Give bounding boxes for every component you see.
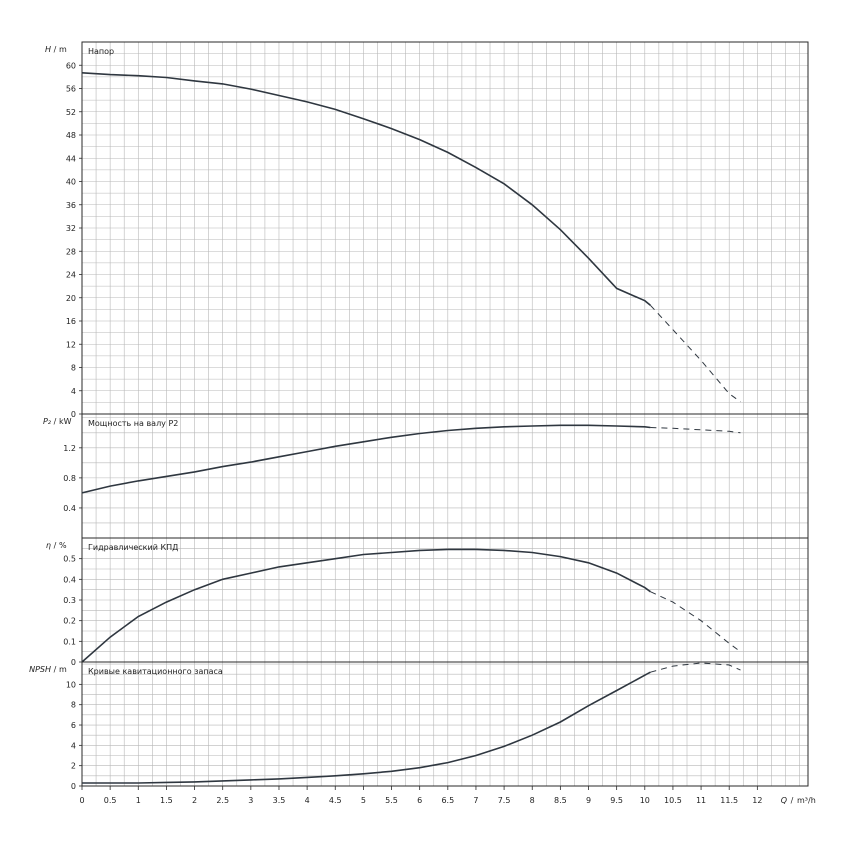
- x-tick-label: 8: [530, 796, 535, 805]
- y-axis-separator: /: [54, 665, 57, 674]
- x-tick-label: 1: [136, 796, 141, 805]
- x-tick-label: 5.5: [385, 796, 398, 805]
- npsh-curve-solid: [82, 671, 651, 784]
- x-tick-label: 7: [473, 796, 478, 805]
- x-axis-quantity: Q: [781, 796, 787, 805]
- y-axis-unit: kW: [59, 417, 72, 426]
- y-axis-separator: /: [54, 541, 57, 550]
- y-tick-label: 8: [71, 701, 76, 710]
- x-axis-unit: m³/h: [797, 796, 816, 805]
- y-tick-label: 0: [71, 782, 76, 791]
- x-tick-label: 8.5: [554, 796, 567, 805]
- y-tick-label: 28: [66, 247, 76, 256]
- y-tick-label: 0.1: [63, 637, 76, 646]
- x-tick-label: 11: [696, 796, 706, 805]
- x-tick-label: 9: [586, 796, 591, 805]
- y-tick-label: 0.8: [63, 474, 76, 483]
- y-axis-separator: /: [54, 417, 57, 426]
- panel-title-power: Мощность на валу P2: [88, 419, 178, 428]
- x-tick-label: 0.5: [104, 796, 117, 805]
- head-curve-extrapolated: [650, 304, 741, 403]
- y-tick-label: 44: [66, 154, 76, 163]
- y-axis-unit: %: [59, 541, 67, 550]
- y-tick-label: 12: [66, 340, 76, 349]
- panel-title-efficiency: Гидравлический КПД: [88, 543, 178, 552]
- x-tick-label: 10: [640, 796, 650, 805]
- x-tick-label: 7.5: [498, 796, 511, 805]
- panel-frame-npsh: [81, 661, 809, 787]
- y-tick-label: 4: [71, 741, 76, 750]
- x-tick-label: 6: [417, 796, 422, 805]
- y-tick-label: 1.2: [63, 444, 76, 453]
- y-tick-label: 8: [71, 364, 76, 373]
- y-tick-label: 4: [71, 387, 76, 396]
- y-tick-label: 0.4: [63, 504, 76, 513]
- y-axis-quantity: P₂: [43, 417, 52, 426]
- y-tick-label: 24: [66, 271, 76, 280]
- y-tick-label: 10: [66, 680, 76, 689]
- y-tick-label: 0: [71, 658, 76, 667]
- y-axis-unit: m: [59, 665, 67, 674]
- y-tick-label: 0.4: [63, 575, 76, 584]
- y-axis-separator: /: [54, 45, 57, 54]
- y-axis-quantity: NPSH: [29, 665, 51, 674]
- y-tick-label: 16: [66, 317, 76, 326]
- x-tick-label: 10.5: [664, 796, 682, 805]
- y-tick-label: 32: [66, 224, 76, 233]
- x-tick-label: 3: [248, 796, 253, 805]
- x-tick-label: 12: [752, 796, 762, 805]
- y-axis-quantity: H: [45, 45, 51, 54]
- y-tick-label: 48: [66, 131, 76, 140]
- x-tick-label: 4.5: [329, 796, 342, 805]
- x-tick-label: 5: [361, 796, 366, 805]
- y-tick-label: 6: [71, 721, 76, 730]
- head-curve-solid: [81, 72, 651, 306]
- y-axis-unit: m: [59, 45, 67, 54]
- x-tick-label: 2.5: [216, 796, 229, 805]
- power-curve-solid: [81, 424, 651, 494]
- panel-title-head: Напор: [88, 47, 114, 56]
- x-tick-label: 11.5: [720, 796, 738, 805]
- y-tick-label: 0.3: [63, 596, 76, 605]
- power-curve-extrapolated: [650, 427, 741, 434]
- x-tick-label: 9.5: [610, 796, 623, 805]
- npsh-curve-extrapolated: [650, 662, 741, 673]
- y-tick-label: 60: [66, 61, 76, 70]
- panel-title-npsh: Кривые кавитационного запаса: [88, 667, 223, 676]
- x-tick-label: 6.5: [441, 796, 454, 805]
- y-tick-label: 40: [66, 178, 76, 187]
- x-axis-separator: /: [791, 796, 794, 805]
- efficiency-curve-solid: [81, 548, 651, 663]
- y-tick-label: 20: [66, 294, 76, 303]
- x-tick-label: 3.5: [273, 796, 286, 805]
- y-tick-label: 56: [66, 85, 76, 94]
- efficiency-curve-extrapolated: [650, 591, 741, 653]
- x-tick-label: 0: [79, 796, 84, 805]
- x-tick-label: 2: [192, 796, 197, 805]
- y-tick-label: 0: [71, 410, 76, 419]
- y-tick-label: 0.5: [63, 555, 76, 564]
- y-tick-label: 0.2: [63, 617, 76, 626]
- y-tick-label: 52: [66, 108, 76, 117]
- x-tick-label: 4: [305, 796, 310, 805]
- x-tick-label: 1.5: [160, 796, 173, 805]
- y-tick-label: 36: [66, 201, 76, 210]
- y-tick-label: 2: [71, 762, 76, 771]
- y-axis-quantity: η: [46, 541, 51, 550]
